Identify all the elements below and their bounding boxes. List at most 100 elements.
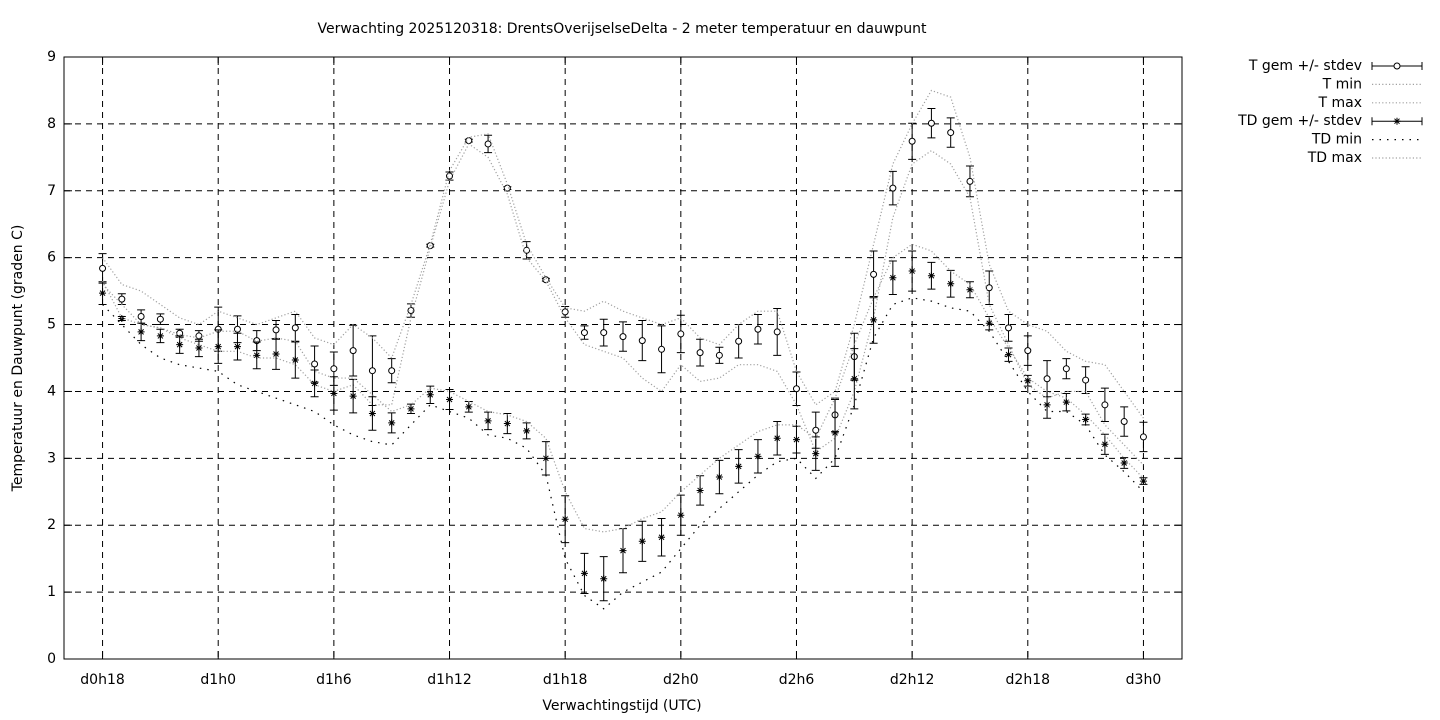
marker	[966, 177, 974, 185]
marker	[523, 427, 531, 435]
x-tick-label: d1h12	[427, 672, 471, 688]
marker	[947, 280, 955, 288]
marker	[638, 337, 646, 345]
plot	[98, 89, 1148, 610]
marker	[812, 450, 820, 458]
marker	[195, 344, 203, 352]
marker	[1101, 440, 1109, 448]
marker	[368, 367, 376, 375]
marker	[1062, 365, 1070, 373]
marker	[446, 395, 454, 403]
marker	[985, 319, 993, 327]
marker	[850, 375, 858, 383]
marker	[580, 329, 588, 337]
marker	[1043, 375, 1051, 383]
marker	[908, 137, 916, 145]
marker	[484, 140, 492, 148]
marker	[831, 429, 839, 437]
legend-label: T gem +/- stdev	[1248, 58, 1362, 74]
marker	[619, 547, 627, 555]
y-tick-label: 7	[47, 183, 56, 199]
x-tick-label: d2h12	[890, 672, 934, 688]
marker	[735, 462, 743, 470]
marker	[1082, 376, 1090, 384]
marker	[966, 286, 974, 294]
x-axis-label: Verwachtingstijd (UTC)	[542, 698, 701, 714]
marker	[870, 270, 878, 278]
x-tick-label: d2h0	[663, 672, 699, 688]
marker	[773, 434, 781, 442]
x-tick-label: d1h0	[200, 672, 236, 688]
marker	[773, 328, 781, 336]
marker	[156, 332, 164, 340]
marker	[715, 473, 723, 481]
marker	[600, 575, 608, 583]
y-tick-label: 8	[47, 116, 56, 132]
marker	[677, 330, 685, 338]
marker	[985, 284, 993, 292]
marker	[1043, 401, 1051, 409]
marker	[619, 333, 627, 341]
legend-label: T min	[1322, 76, 1362, 92]
marker	[137, 313, 145, 321]
marker	[426, 391, 434, 399]
marker	[291, 356, 299, 364]
marker	[503, 420, 511, 428]
marker	[1024, 377, 1032, 385]
y-tick-label: 2	[47, 517, 56, 533]
y-tick-label: 4	[47, 383, 56, 399]
marker	[947, 129, 955, 137]
legend-label: TD gem +/- stdev	[1237, 113, 1362, 129]
marker	[330, 365, 338, 373]
marker	[446, 172, 454, 180]
marker	[889, 184, 897, 192]
marker	[658, 345, 666, 353]
marker	[1139, 433, 1147, 441]
marker	[542, 276, 550, 284]
marker	[233, 325, 241, 333]
marker	[1024, 347, 1032, 355]
marker	[792, 385, 800, 393]
marker	[407, 307, 415, 315]
marker	[291, 324, 299, 332]
marker	[1082, 416, 1090, 424]
line	[102, 297, 1144, 610]
marker	[214, 343, 222, 351]
marker	[696, 349, 704, 357]
marker	[735, 337, 743, 345]
marker	[311, 379, 319, 387]
chart-title: Verwachting 2025120318: DrentsOverijsels…	[317, 21, 927, 37]
marker	[561, 308, 569, 316]
marker	[754, 325, 762, 333]
marker	[176, 341, 184, 349]
marker	[99, 289, 107, 297]
y-tick-label: 5	[47, 317, 56, 333]
marker	[1139, 477, 1147, 485]
marker	[233, 343, 241, 351]
x-tick-label: d1h6	[316, 672, 352, 688]
legend: T gem +/- stdev T min T max TD gem +/- stde…	[1237, 58, 1423, 166]
marker	[638, 537, 646, 545]
legend-marker	[1393, 62, 1401, 70]
legend-marker	[1393, 117, 1401, 125]
marker	[1005, 351, 1013, 359]
marker	[1120, 459, 1128, 467]
marker	[118, 315, 126, 323]
legend-label: TD min	[1311, 132, 1362, 148]
marker	[600, 329, 608, 337]
marker	[561, 515, 569, 523]
marker	[368, 410, 376, 418]
y-tick-label: 9	[47, 49, 56, 65]
x-tick-label: d0h18	[80, 672, 124, 688]
marker	[349, 347, 357, 355]
x-tick-label: d2h18	[1006, 672, 1050, 688]
marker	[812, 426, 820, 434]
marker	[927, 119, 935, 127]
marker	[99, 264, 107, 272]
marker	[927, 272, 935, 280]
marker	[696, 486, 704, 494]
x-tick-label: d3h0	[1126, 672, 1162, 688]
marker	[1120, 418, 1128, 426]
